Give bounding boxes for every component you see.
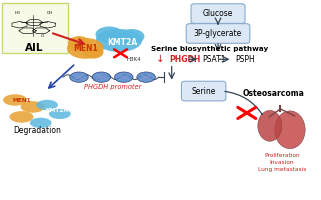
Text: PSPH: PSPH [235,55,255,64]
Text: Glucose: Glucose [203,9,233,18]
Text: PSAT1: PSAT1 [202,55,226,64]
Ellipse shape [70,72,88,82]
Text: Serine: Serine [191,87,216,96]
Text: Proliferation
Invasion
Lung metastasis: Proliferation Invasion Lung metastasis [258,153,306,172]
Text: HO: HO [15,11,21,15]
Ellipse shape [137,72,155,82]
Ellipse shape [275,111,305,149]
Ellipse shape [10,111,33,123]
Text: O: O [41,34,44,38]
FancyBboxPatch shape [2,3,68,53]
FancyBboxPatch shape [186,24,250,43]
Text: MEN1: MEN1 [12,98,31,103]
Ellipse shape [115,72,133,82]
Text: Serine biosynthetic pathway: Serine biosynthetic pathway [152,46,269,52]
Ellipse shape [21,101,45,113]
Text: 3P-glycerate: 3P-glycerate [194,29,242,38]
Text: Osteosarcoma: Osteosarcoma [243,89,305,98]
Ellipse shape [49,109,71,119]
FancyBboxPatch shape [181,81,226,101]
Ellipse shape [96,29,142,52]
FancyArrowPatch shape [225,91,262,114]
Ellipse shape [119,29,144,44]
Ellipse shape [68,36,90,51]
Text: ↓: ↓ [156,54,165,64]
Ellipse shape [67,38,104,59]
Ellipse shape [36,100,58,110]
Ellipse shape [95,26,123,42]
Ellipse shape [83,46,103,59]
Ellipse shape [92,72,111,82]
Text: KMT2A: KMT2A [45,108,68,113]
Text: Degradation: Degradation [13,126,61,135]
Text: PHGDH: PHGDH [169,55,201,64]
Ellipse shape [258,110,282,141]
Text: AIL: AIL [25,43,44,53]
Ellipse shape [3,94,27,106]
Text: KMT2A: KMT2A [107,38,137,47]
Ellipse shape [30,118,51,128]
Text: PHGDH promoter: PHGDH promoter [84,84,141,90]
Text: H3K4: H3K4 [126,57,141,62]
FancyBboxPatch shape [191,4,245,23]
Text: MEN1: MEN1 [73,44,98,53]
Text: OH: OH [47,11,53,15]
